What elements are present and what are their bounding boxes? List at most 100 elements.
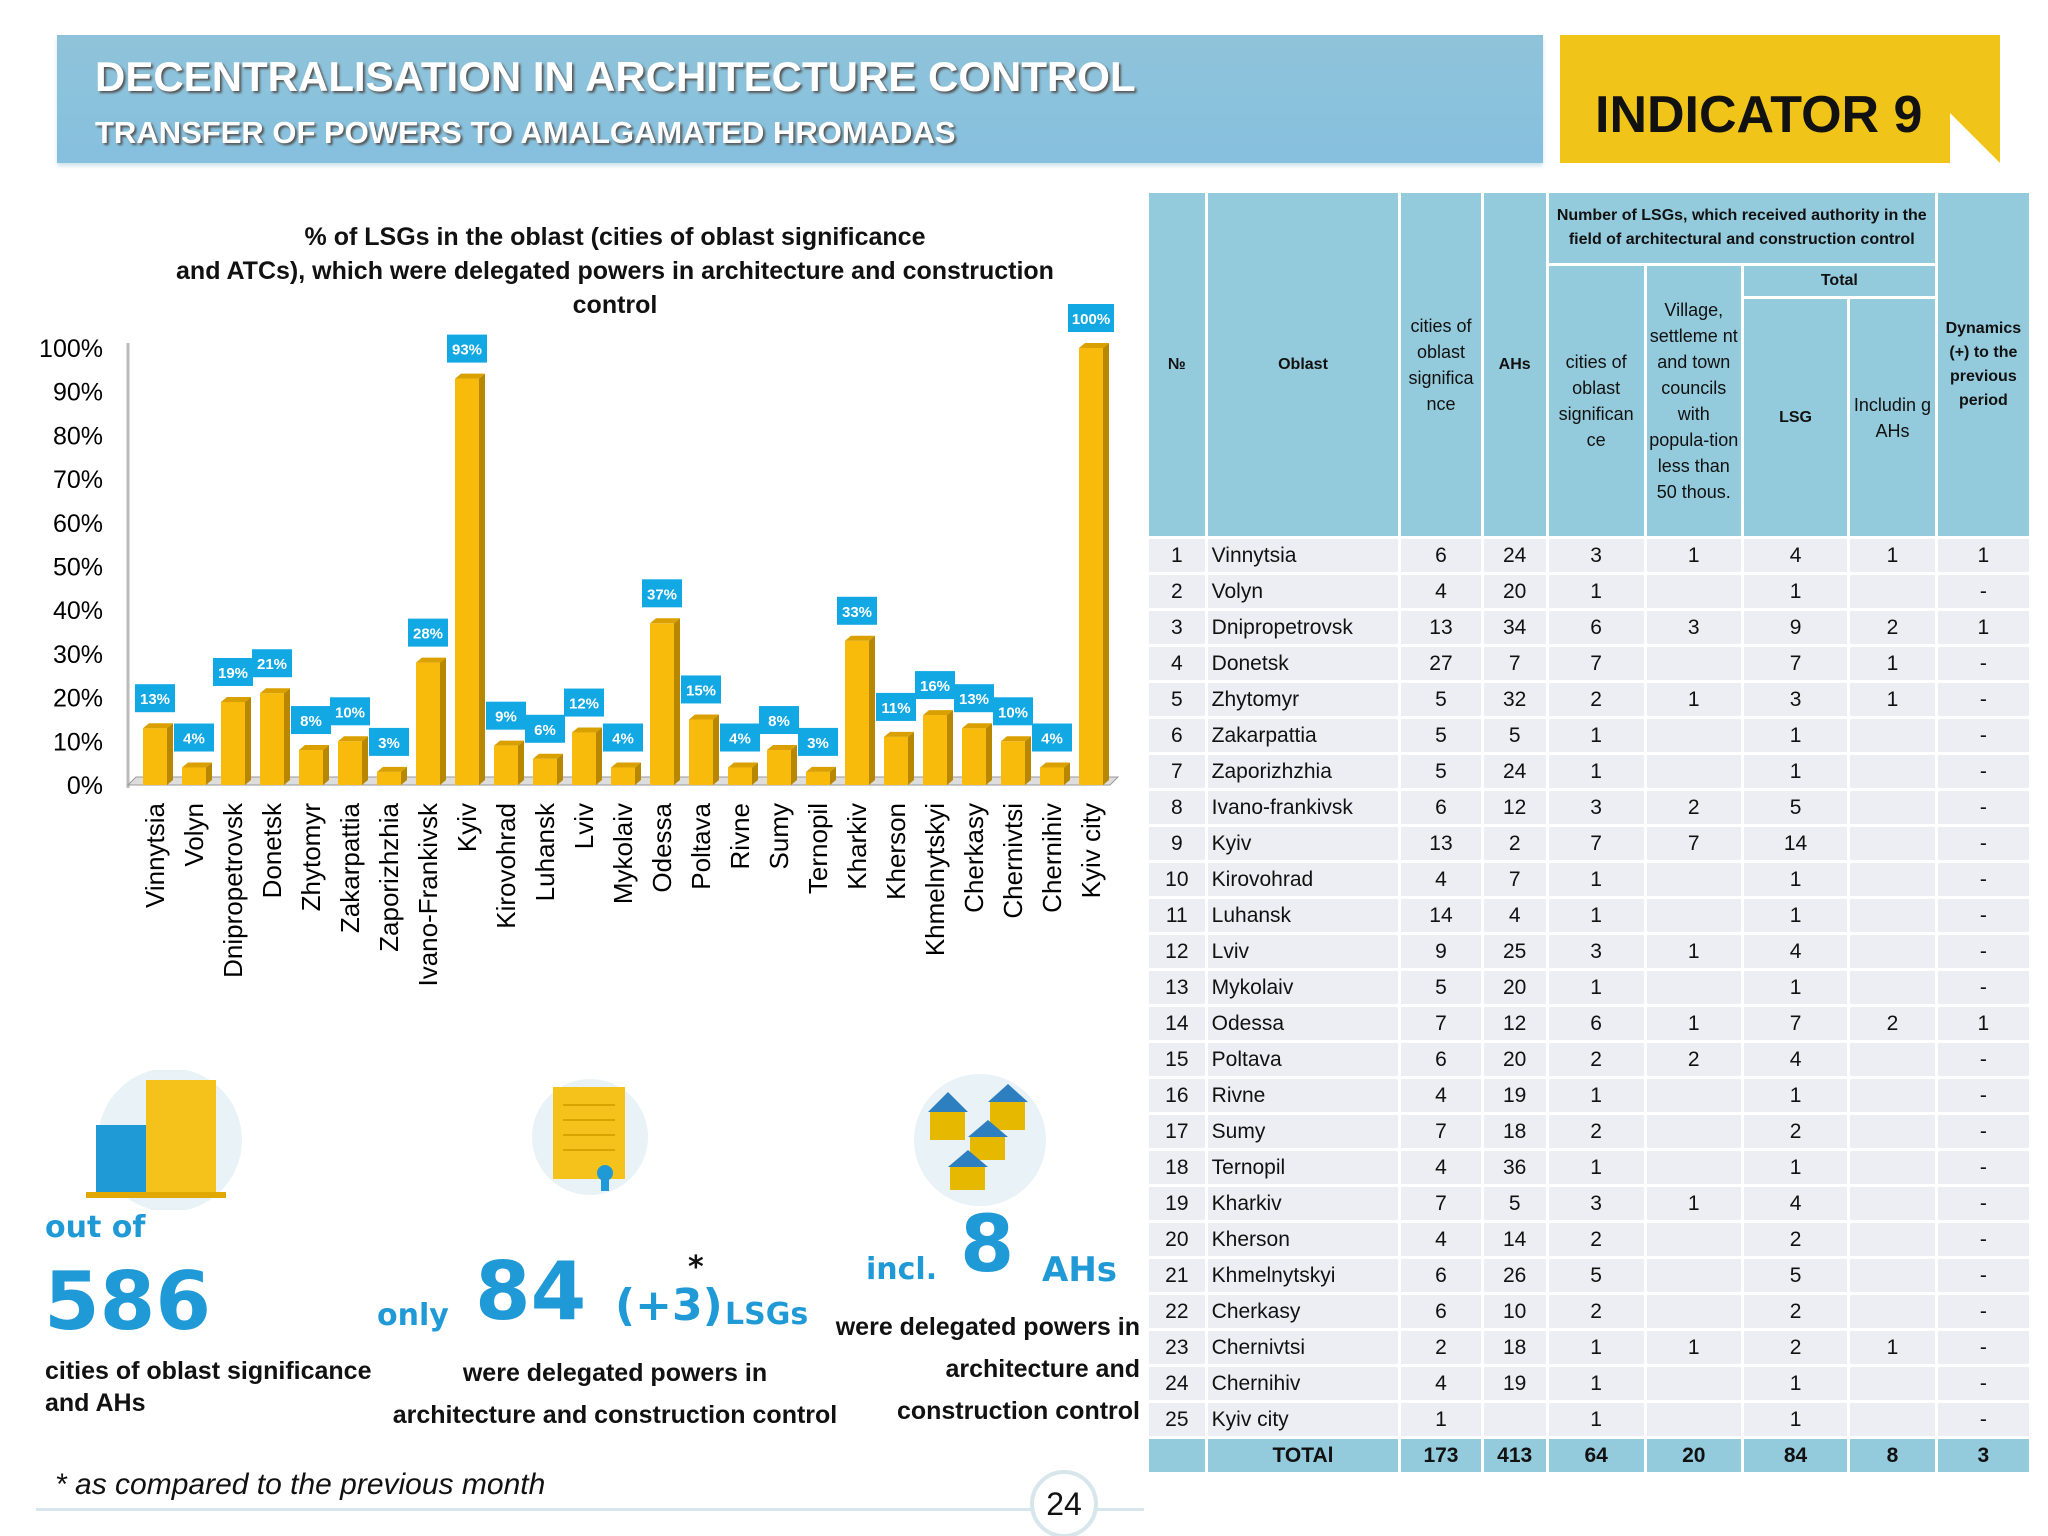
table-cell: 9 (1149, 827, 1205, 860)
table-cell: 18 (1149, 1151, 1205, 1184)
table-cell: 18 (1483, 1115, 1546, 1148)
table-cell: 5 (1401, 719, 1481, 752)
table-cell: 20 (1149, 1223, 1205, 1256)
table-cell: 5 (1401, 683, 1481, 716)
y-tick-label: 50% (53, 554, 103, 582)
data-label-box (954, 684, 994, 713)
x-tick-label: Mykolaiv (608, 803, 638, 904)
table-cell: - (1937, 1331, 2029, 1364)
bar-side (635, 762, 641, 785)
table-cell: Zakarpattia (1207, 719, 1399, 752)
chart-title-line: control (572, 291, 658, 319)
table-cell: 5 (1401, 755, 1481, 788)
caption-line: construction control (896, 1397, 1140, 1425)
table-cell: 7 (1548, 647, 1644, 680)
table-cell: 9 (1401, 935, 1481, 968)
bar-side (791, 745, 797, 785)
buildings-icon (86, 1070, 242, 1210)
table-cell (1646, 1223, 1741, 1256)
table-cell: Ternopil (1207, 1151, 1399, 1184)
table-cell: 1 (1743, 575, 1848, 608)
table-cell: 1 (1850, 1331, 1935, 1364)
table-cell: Rivne (1207, 1079, 1399, 1112)
bar-side (752, 762, 758, 785)
table-cell (1646, 1151, 1741, 1184)
bar-top (338, 736, 368, 742)
table-cell: 14 (1743, 827, 1848, 860)
bar-side (713, 714, 719, 785)
data-label-box (486, 701, 526, 730)
bar (377, 771, 401, 785)
table-cell: Mykolaiv (1207, 971, 1399, 1004)
table-cell: - (1937, 1367, 2029, 1400)
data-label-box (681, 675, 721, 704)
header-banner: DECENTRALISATION IN ARCHITECTURE CONTROL… (57, 35, 1543, 163)
table-cell: 2 (1548, 1043, 1644, 1076)
table-row: 24 Chernihiv 4 19 1 1- (1149, 1367, 2029, 1400)
table-cell: 5 (1401, 971, 1481, 1004)
table-cell (1850, 719, 1935, 752)
bar-top (572, 727, 602, 733)
y-tick-label: 40% (53, 597, 103, 625)
data-label: 9% (495, 709, 517, 726)
bar (182, 767, 206, 785)
table-cell (1646, 719, 1741, 752)
table-cell: 2 (1483, 827, 1546, 860)
bar-side (206, 762, 212, 785)
table-cell: 1 (1548, 1079, 1644, 1112)
y-tick-label: 70% (53, 466, 103, 494)
table-cell (1850, 1295, 1935, 1328)
bar-side (362, 736, 368, 785)
col-group: Number of LSGs, which received authority… (1548, 193, 1935, 263)
table-cell: 7 (1401, 1115, 1481, 1148)
table-cell: 1 (1548, 1151, 1644, 1184)
bar-side (1103, 343, 1109, 785)
data-label: 10% (998, 704, 1028, 721)
y-tick-label: 20% (53, 685, 103, 713)
table-cell: Luhansk (1207, 899, 1399, 932)
table-cell: 5 (1483, 719, 1546, 752)
table-cell: 21 (1149, 1259, 1205, 1292)
table-cell: Chernihiv (1207, 1367, 1399, 1400)
table-row: 19 Kharkiv 7 5 3 1 4 - (1149, 1187, 2029, 1220)
table-cell: 4 (1743, 1187, 1848, 1220)
table-row: 15 Poltava 6 20 2 2 4- (1149, 1043, 2029, 1076)
data-label: 8% (768, 713, 790, 730)
table-cell: 3 (1646, 611, 1741, 644)
table-cell: 13 (1401, 827, 1481, 860)
bar-top (611, 762, 641, 768)
table-cell (1850, 899, 1935, 932)
table-cell: - (1937, 827, 2029, 860)
table-cell: 1 (1743, 755, 1848, 788)
table-cell (1850, 791, 1935, 824)
table-cell: - (1937, 683, 2029, 716)
bar-side (323, 745, 329, 785)
table-cell: 20 (1483, 1043, 1546, 1076)
bar-top (1040, 762, 1070, 768)
table-cell (1850, 575, 1935, 608)
table-cell: 2 (1548, 1223, 1644, 1256)
bar (143, 728, 167, 785)
bar (533, 758, 557, 785)
table-cell: 1 (1548, 1367, 1644, 1400)
table-cell: 7 (1483, 647, 1546, 680)
table-cell: 5 (1743, 791, 1848, 824)
table-cell (1646, 755, 1741, 788)
x-tick-label: Zhytomyr (296, 803, 326, 912)
table-cell: 15 (1149, 1043, 1205, 1076)
x-tick-label: Poltava (686, 802, 716, 889)
data-label: 37% (647, 586, 677, 603)
table-cell: Khmelnytskyi (1207, 1259, 1399, 1292)
table-cell: 7 (1149, 755, 1205, 788)
footer-divider (36, 1508, 1144, 1511)
data-label: 8% (300, 713, 322, 730)
table-cell: Chernivtsi (1207, 1331, 1399, 1364)
table-cell: 13 (1149, 971, 1205, 1004)
bar (689, 719, 713, 785)
table-cell: 11 (1149, 899, 1205, 932)
table-row: 7 Zaporizhzhia 5 24 1 1- (1149, 755, 2029, 788)
table-cell: 4 (1401, 863, 1481, 896)
table-cell: - (1937, 1115, 2029, 1148)
table-cell: - (1937, 755, 2029, 788)
table-row: 23 Chernivtsi 2 18 1 1 2 1- (1149, 1331, 2029, 1364)
